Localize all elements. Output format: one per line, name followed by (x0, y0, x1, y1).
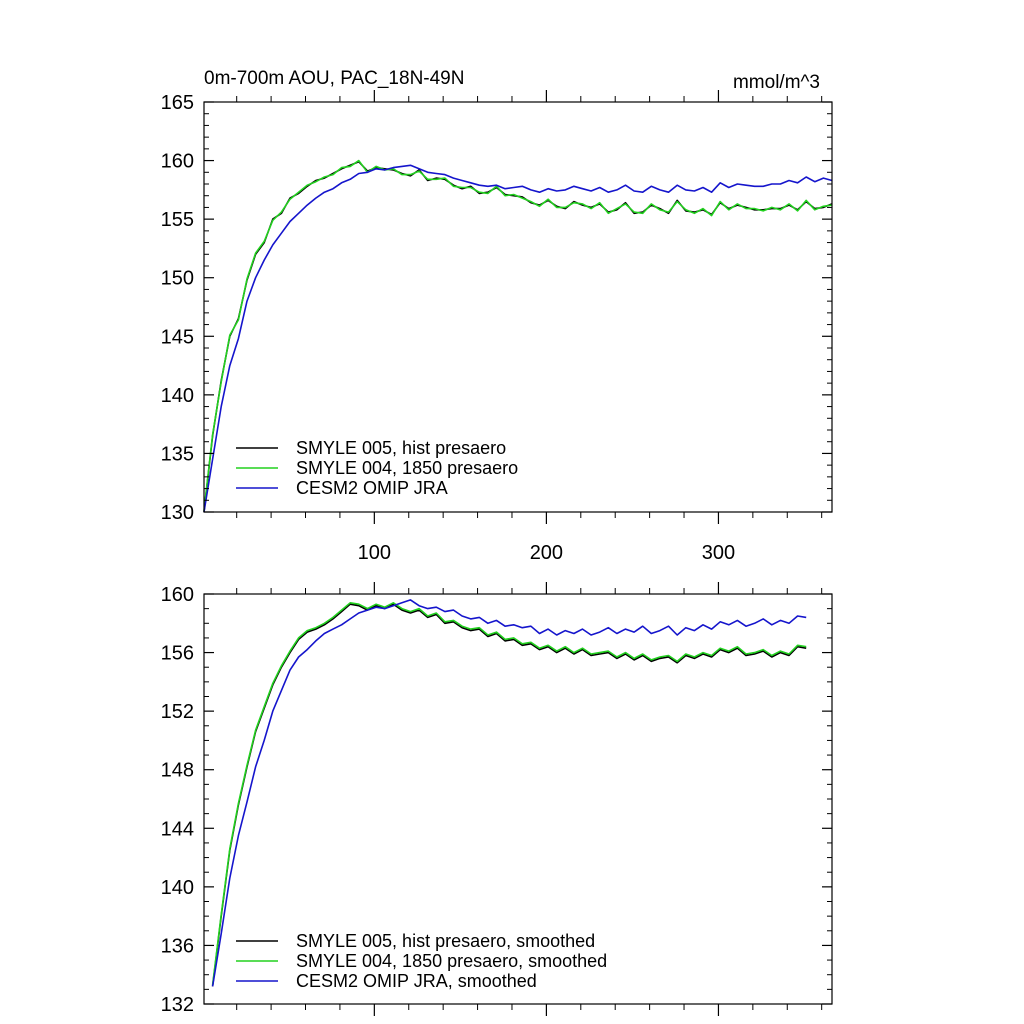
y-tick-label: 145 (161, 326, 194, 348)
y-tick-label: 140 (161, 877, 194, 899)
series-layer-raw (203, 159, 833, 513)
legend-label-raw-1: SMYLE 005, hist presaero (296, 438, 506, 458)
series-line-raw-2 (203, 159, 833, 511)
y-tick-label: 132 (161, 994, 194, 1016)
chart-title: 0m-700m AOU, PAC_18N-49N (204, 68, 464, 89)
y-tick-label: 160 (161, 584, 194, 606)
axes-raw: 130 135 140 145 150 155 160 165 100 200 300 (161, 90, 833, 564)
y-tick-label: 160 (161, 151, 194, 173)
series-line-smoothed-3 (211, 599, 807, 987)
legend-label-smoothed-3: CESM2 OMIP JRA, smoothed (296, 971, 537, 991)
y-tick-label: 152 (161, 701, 194, 723)
legend-label-raw-2: SMYLE 004, 1850 presaero (296, 458, 518, 478)
legend-smoothed: SMYLE 005, hist presaero, smoothedSMYLE … (236, 931, 607, 991)
y-tick-label: 144 (161, 818, 194, 840)
legend-label-smoothed-1: SMYLE 005, hist presaero, smoothed (296, 931, 595, 951)
legend-label-smoothed-2: SMYLE 004, 1850 presaero, smoothed (296, 951, 607, 971)
legend-label-raw-3: CESM2 OMIP JRA (296, 478, 448, 498)
y-tick-label: 156 (161, 643, 194, 665)
x-tick-label: 200 (530, 542, 563, 564)
y-tick-label: 136 (161, 935, 194, 957)
series-line-smoothed-1 (211, 603, 807, 987)
x-tick-label: 100 (358, 542, 391, 564)
y-tick-label: 135 (161, 443, 194, 465)
y-tick-label: 165 (161, 92, 194, 114)
y-tick-label: 155 (161, 209, 194, 231)
y-tick-label: 130 (161, 502, 194, 524)
x-tick-label: 300 (702, 542, 735, 564)
series-line-raw-3 (203, 164, 833, 513)
series-line-smoothed-2 (211, 601, 807, 986)
y-tick-label: 150 (161, 268, 194, 290)
plot-frame-raw (203, 101, 833, 513)
y-tick-label: 148 (161, 760, 194, 782)
axes-smoothed: 132 136 140 144 148 152 156 160 (161, 582, 833, 1016)
series-layer-smoothed (211, 599, 807, 987)
y-tick-label: 140 (161, 385, 194, 407)
plot-panel-raw: 130 135 140 145 150 155 160 165 100 200 300 SMYLE … (161, 90, 833, 564)
plot-panel-smoothed: 132 136 140 144 148 152 156 160 SMYLE 005, hist… (161, 582, 833, 1016)
chart-units: mmol/m^3 (733, 72, 820, 93)
